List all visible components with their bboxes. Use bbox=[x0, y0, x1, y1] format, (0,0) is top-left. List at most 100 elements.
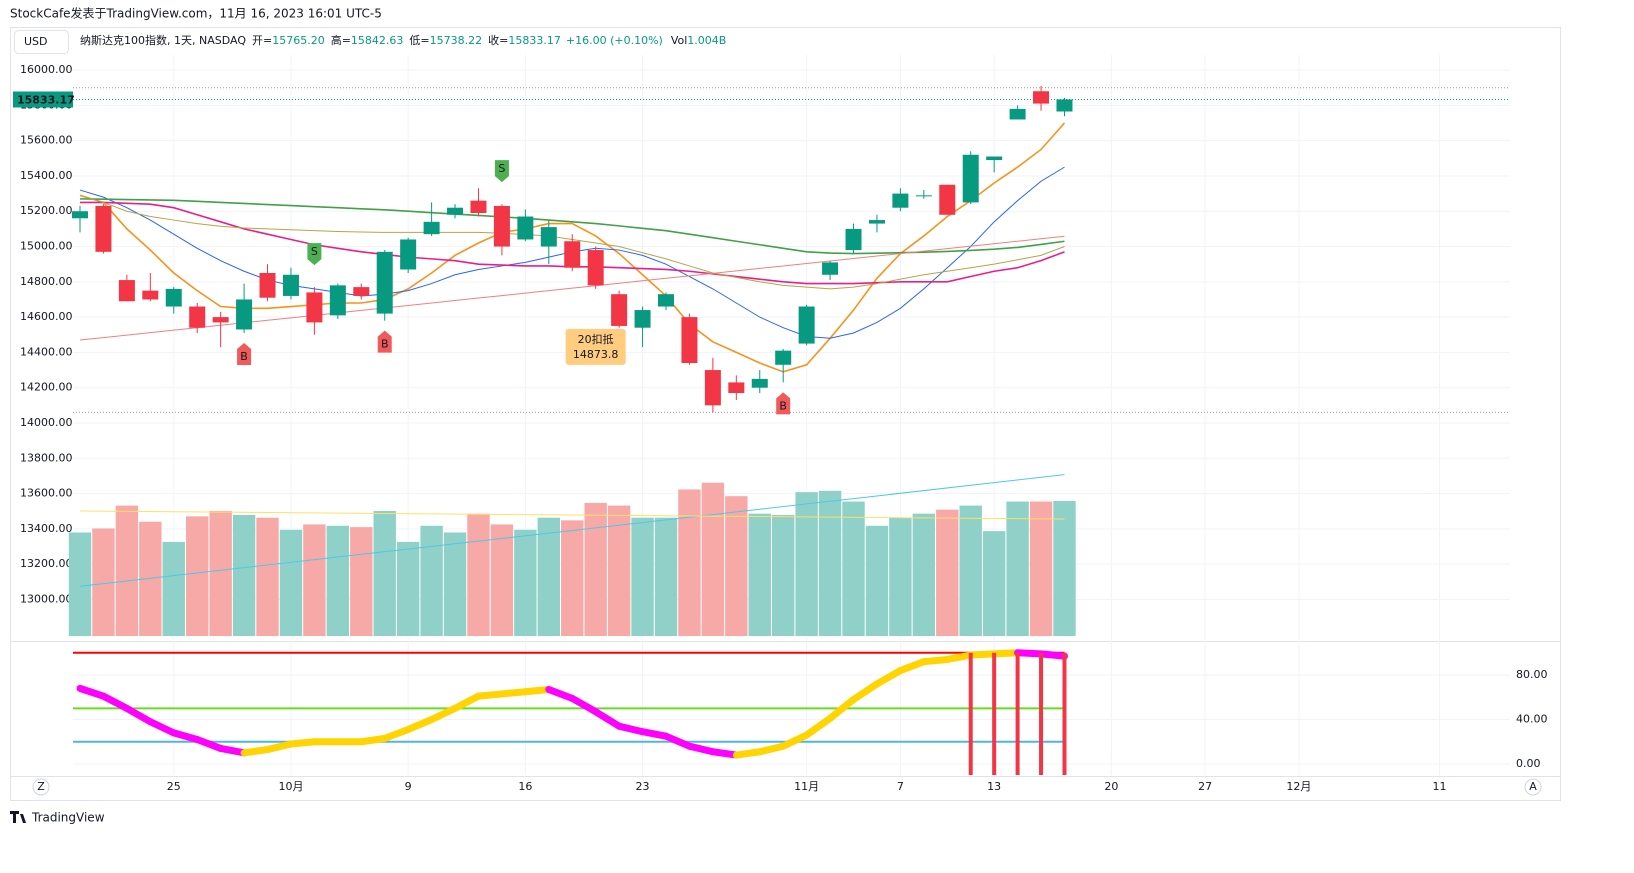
candle-body bbox=[658, 294, 674, 307]
volume-bar bbox=[607, 505, 631, 636]
legend-label: 收= bbox=[488, 33, 508, 47]
price-tag-label: 15833.17 bbox=[17, 93, 75, 106]
oscillator-segment bbox=[1014, 649, 1045, 658]
candle-body bbox=[259, 273, 276, 298]
volume-bar bbox=[584, 502, 607, 636]
candle-body bbox=[798, 306, 815, 344]
oscillator-segment bbox=[779, 731, 811, 750]
volume-bar bbox=[303, 524, 326, 636]
candle-body bbox=[564, 241, 581, 268]
y-tick-label: 15600.00 bbox=[20, 134, 73, 147]
candle-body bbox=[376, 251, 393, 314]
legend: 纳斯达克100指数, 1天, NASDAQ 开=15765.20 高=15842.6… bbox=[80, 33, 726, 47]
candle-body bbox=[353, 287, 370, 296]
volume-bar bbox=[350, 527, 373, 636]
oscillator-segment bbox=[803, 714, 834, 739]
legend-value: 1.004B bbox=[687, 34, 726, 47]
candle-body bbox=[72, 211, 88, 219]
scale-button[interactable] bbox=[1524, 778, 1542, 796]
oscillator-segment bbox=[521, 685, 553, 696]
volume-bar bbox=[68, 532, 92, 636]
volume-bar bbox=[420, 525, 443, 636]
volume-bar bbox=[115, 505, 139, 636]
candle-body bbox=[892, 193, 909, 208]
signal-marker bbox=[237, 343, 252, 365]
candle-body bbox=[306, 292, 323, 323]
candle-body bbox=[1009, 108, 1026, 120]
volume-bar bbox=[1006, 501, 1029, 636]
x-tick-label: 20 bbox=[1104, 780, 1118, 793]
legend-value: 15765.20 bbox=[272, 34, 325, 47]
candle-body bbox=[962, 154, 979, 203]
oscillator-segment bbox=[545, 685, 576, 702]
oscillator-segment bbox=[592, 708, 623, 730]
candle-body bbox=[493, 205, 510, 247]
y-tick-label: 14400.00 bbox=[20, 345, 73, 358]
volume-bar bbox=[959, 505, 982, 636]
signal-marker bbox=[494, 160, 509, 183]
x-tick-label: 7 bbox=[897, 780, 904, 793]
legend-label: Vol bbox=[671, 34, 687, 47]
x-tick-label: 12月 bbox=[1286, 780, 1311, 793]
y-tick-label: 15200.00 bbox=[20, 204, 73, 217]
candle-body bbox=[845, 228, 862, 251]
currency-box[interactable] bbox=[14, 30, 69, 54]
candle-body bbox=[282, 274, 299, 296]
volume-bar bbox=[514, 529, 537, 636]
y-tick-label: 16000.00 bbox=[20, 63, 73, 76]
candle-body bbox=[822, 262, 839, 275]
y-tick-label: 14000.00 bbox=[20, 416, 73, 429]
oscillator-segment bbox=[1037, 650, 1068, 660]
candle-body bbox=[189, 306, 206, 328]
candle-body bbox=[751, 378, 768, 388]
y-tick-label: 14200.00 bbox=[20, 381, 73, 394]
volume-bar bbox=[912, 513, 936, 636]
volume-bar bbox=[982, 531, 1006, 636]
candle-body bbox=[329, 285, 346, 316]
candle-body bbox=[939, 184, 956, 215]
volume-bar bbox=[279, 529, 303, 636]
candle-body bbox=[775, 350, 792, 365]
signal-label: B bbox=[381, 338, 389, 351]
x-tick-label: 11月 bbox=[794, 780, 819, 793]
signal-marker bbox=[776, 392, 791, 415]
x-tick-label: 13 bbox=[987, 780, 1001, 793]
volume-ma-line bbox=[79, 474, 1065, 587]
volume-bar bbox=[373, 510, 396, 636]
volume-bar bbox=[490, 524, 514, 636]
oscillator-segment bbox=[451, 692, 482, 712]
volume-bar bbox=[795, 492, 818, 636]
y-tick-label: 13400.00 bbox=[20, 522, 73, 535]
scale-button[interactable] bbox=[32, 778, 50, 796]
oscillator-segment bbox=[428, 704, 459, 724]
y-tick-label: 14600.00 bbox=[20, 310, 73, 323]
candle-body bbox=[118, 280, 135, 302]
candle-body bbox=[1033, 91, 1050, 104]
oscillator-segment bbox=[709, 748, 740, 759]
candle-body bbox=[540, 227, 557, 247]
y-tick-label: 40.00 bbox=[1516, 713, 1548, 726]
alert-bar bbox=[968, 652, 973, 775]
candle-body bbox=[634, 310, 651, 328]
volume-bar bbox=[889, 517, 912, 636]
volume-bar bbox=[396, 541, 420, 636]
candle-body bbox=[517, 216, 534, 240]
legend-change: +16.00 (+0.10%) bbox=[566, 34, 663, 47]
logo bbox=[10, 811, 26, 823]
legend-symbol: 纳斯达克100指数, 1天, NASDAQ bbox=[80, 33, 246, 47]
candle-body bbox=[95, 205, 112, 252]
candle-body bbox=[587, 250, 604, 286]
oscillator-segment bbox=[217, 744, 248, 757]
oscillator-segment bbox=[967, 650, 998, 659]
y-tick-label: 13800.00 bbox=[20, 451, 73, 464]
signal-marker bbox=[377, 330, 392, 353]
oscillator-segment bbox=[264, 740, 295, 754]
volume-bar bbox=[748, 513, 771, 636]
oscillator-segment bbox=[146, 718, 178, 737]
alert-bar bbox=[1015, 652, 1020, 775]
candle-body bbox=[447, 207, 464, 215]
oscillator-segment bbox=[826, 695, 858, 722]
annotation-box bbox=[565, 328, 626, 365]
candle-body bbox=[400, 239, 417, 270]
